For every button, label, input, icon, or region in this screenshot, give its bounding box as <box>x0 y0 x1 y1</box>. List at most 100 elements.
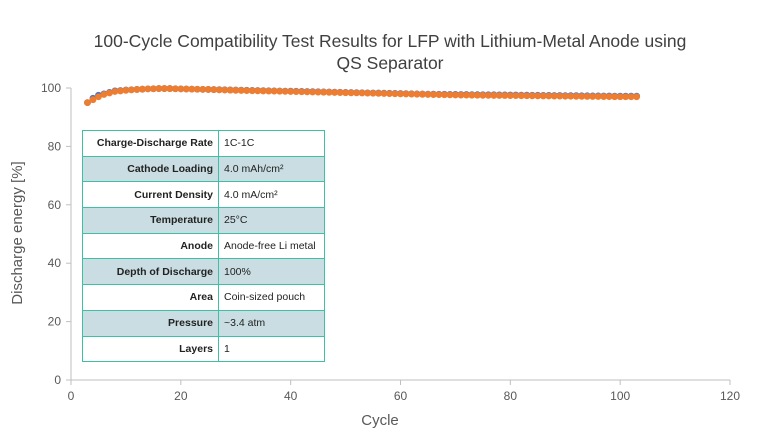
data-point <box>84 99 91 106</box>
data-point <box>479 91 487 99</box>
data-point <box>89 96 97 104</box>
data-point <box>545 92 553 100</box>
table-row: Layers 1 <box>82 335 325 363</box>
data-point <box>193 85 201 93</box>
data-point <box>160 85 168 92</box>
y-tick-label: 20 <box>48 315 62 329</box>
data-point <box>583 93 591 100</box>
data-point <box>375 89 382 97</box>
y-tick-label: 100 <box>41 81 61 95</box>
data-point <box>254 87 262 95</box>
table-row: Temperature 25°C <box>82 207 325 234</box>
data-point <box>100 91 108 98</box>
data-point <box>128 86 135 94</box>
data-point <box>556 92 564 100</box>
data-point <box>452 91 459 99</box>
data-point <box>155 85 163 92</box>
data-points <box>84 85 641 106</box>
data-point <box>611 93 619 101</box>
param-label: Depth of Discharge <box>82 258 219 286</box>
data-point <box>517 92 525 100</box>
param-label: Charge-Discharge Rate <box>82 130 219 157</box>
x-tick-label: 80 <box>504 389 518 403</box>
data-point <box>435 91 443 99</box>
data-point <box>633 93 641 101</box>
data-point <box>106 89 113 97</box>
param-label: Temperature <box>82 207 219 234</box>
data-point <box>523 92 531 100</box>
data-point <box>342 89 349 97</box>
data-point <box>298 88 306 96</box>
y-tick-label: 60 <box>48 198 62 212</box>
data-point <box>408 90 415 98</box>
data-point <box>111 88 119 95</box>
data-point <box>276 87 284 95</box>
data-point <box>320 88 328 96</box>
data-point <box>336 89 344 96</box>
data-point <box>380 90 388 97</box>
data-point <box>506 92 514 99</box>
data-point <box>539 92 547 100</box>
data-point <box>534 92 542 100</box>
data-point <box>188 85 196 93</box>
data-point <box>292 88 300 96</box>
data-point <box>95 93 102 101</box>
data-point <box>369 89 377 97</box>
data-point <box>117 87 124 95</box>
table-row: Depth of Discharge 100% <box>82 258 325 286</box>
x-tick-label: 20 <box>174 389 188 403</box>
data-point <box>567 92 575 100</box>
data-point <box>386 90 393 98</box>
data-point <box>484 91 492 99</box>
data-point <box>473 91 481 99</box>
data-point <box>204 86 212 93</box>
tick-labels: 0 20 40 60 80 100 120 0 20 40 60 80 100 <box>41 81 740 403</box>
param-value: 4.0 mAh/cm² <box>218 155 325 183</box>
data-point <box>314 88 322 96</box>
data-point <box>182 85 190 93</box>
test-parameters-table: Charge-Discharge Rate 1C-1C Cathode Loadi… <box>82 130 325 363</box>
data-point <box>600 93 608 100</box>
data-point <box>413 90 421 98</box>
param-label: Cathode Loading <box>82 155 219 183</box>
data-point <box>490 92 498 99</box>
y-tick-label: 80 <box>48 139 62 153</box>
chart-title-line-2: QS Separator <box>337 53 444 73</box>
data-point <box>561 92 569 100</box>
data-point <box>528 92 536 100</box>
data-point <box>144 85 152 93</box>
param-label: Pressure <box>82 309 219 337</box>
data-point <box>512 92 520 100</box>
data-point <box>441 91 448 99</box>
data-point <box>578 92 586 100</box>
data-point <box>463 91 470 99</box>
data-point <box>133 86 141 93</box>
param-label: Current Density <box>82 181 219 209</box>
data-point <box>572 92 580 100</box>
data-point <box>237 87 245 94</box>
data-point <box>402 90 410 98</box>
data-point <box>243 87 251 94</box>
param-label: Layers <box>82 335 219 363</box>
data-point <box>364 89 371 97</box>
chart-title-line-1: 100-Cycle Compatibility Test Results for… <box>94 31 687 51</box>
data-point <box>594 93 602 100</box>
data-point <box>457 91 465 99</box>
x-tick-label: 60 <box>394 389 408 403</box>
param-value: 4.0 mA/cm² <box>218 181 325 209</box>
data-point <box>325 88 333 96</box>
data-point <box>501 92 509 99</box>
x-axis-label: Cycle <box>361 412 399 429</box>
data-point <box>265 87 273 95</box>
data-point <box>303 88 311 96</box>
data-point <box>287 88 295 95</box>
data-point <box>215 86 223 94</box>
data-point <box>495 92 503 99</box>
data-point <box>622 93 630 101</box>
param-label: Anode <box>82 232 219 260</box>
table-row: Current Density 4.0 mA/cm² <box>82 181 325 209</box>
data-point <box>397 90 404 98</box>
data-point <box>210 86 218 94</box>
x-tick-label: 0 <box>68 389 75 403</box>
